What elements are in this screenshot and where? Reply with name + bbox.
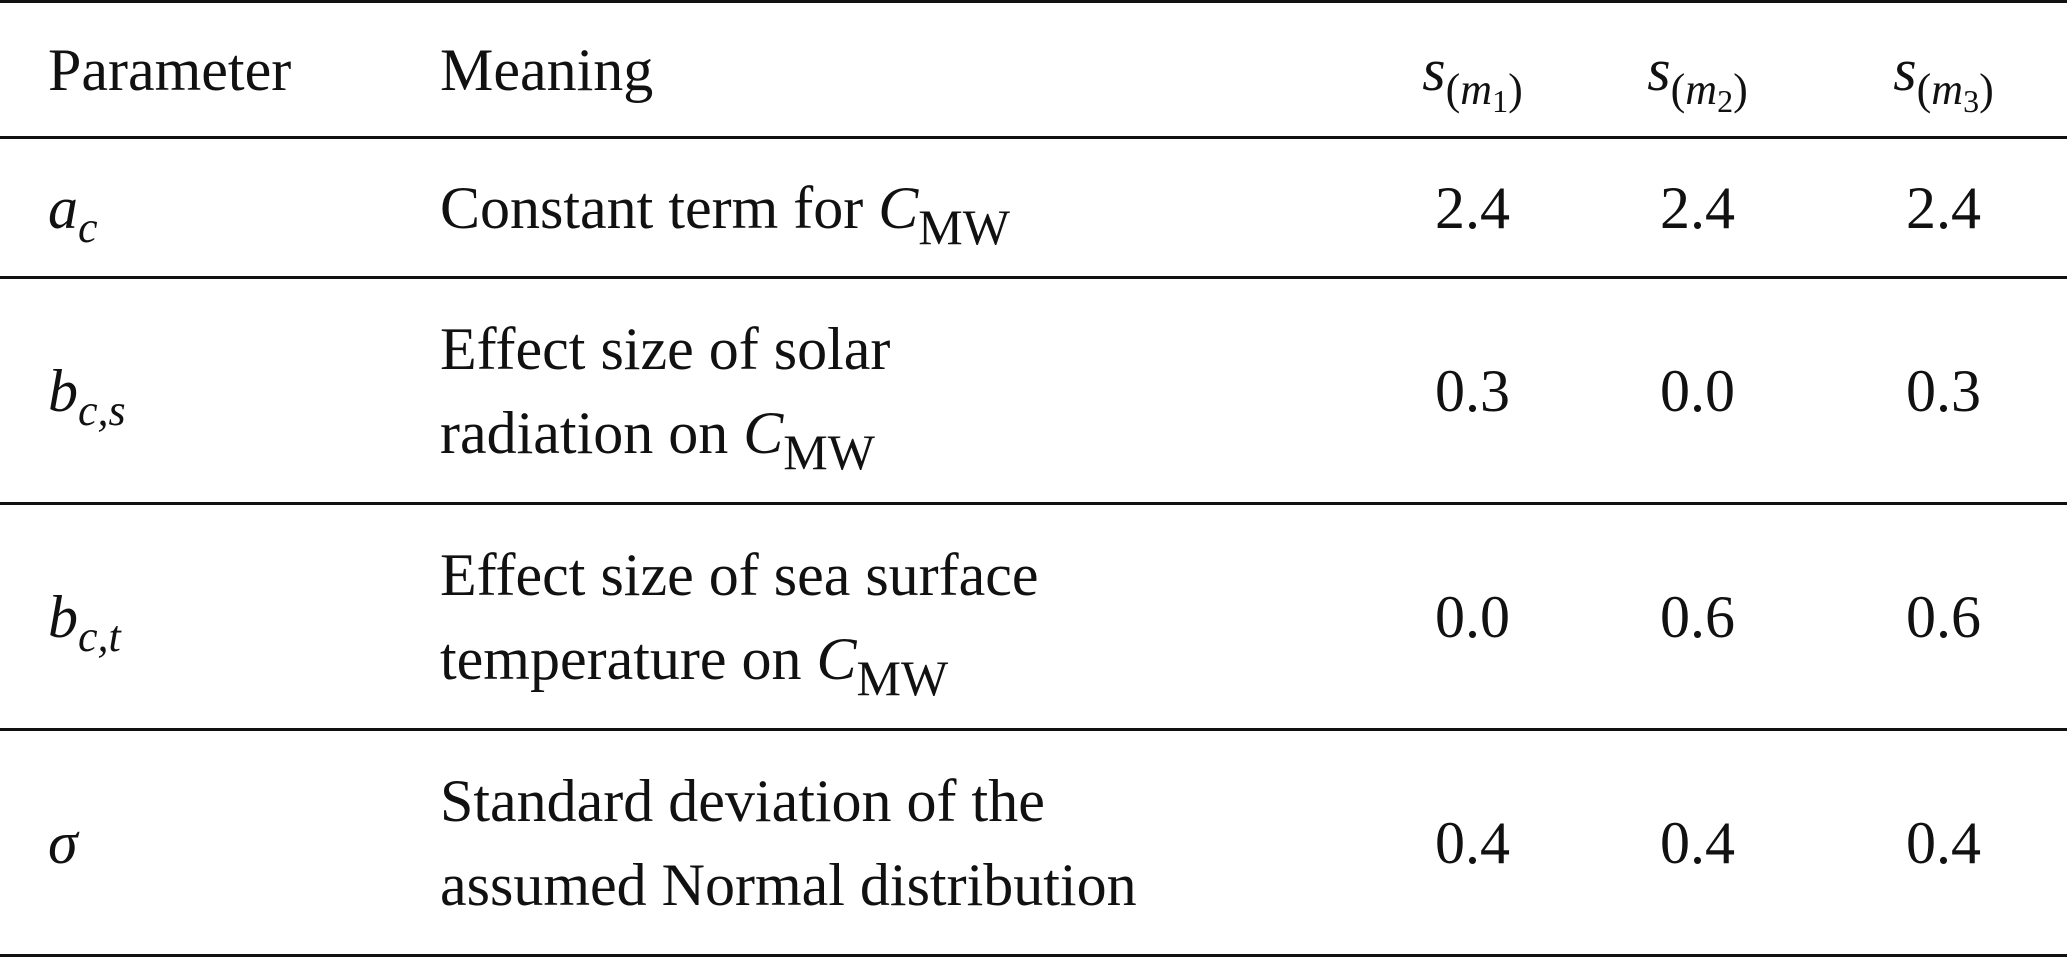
meaning-cell: Standard deviation of the assumed Normal… [390,729,1330,957]
param-cell: bc,t [0,503,390,731]
meaning-text: Constant term for [440,174,879,241]
meaning-line-2: temperature on [440,625,817,692]
value-cell-m3: 0.6 [1820,503,2067,731]
header-s-m3: s(m3) [1820,0,2067,139]
header-parameter: Parameter [0,0,390,139]
header-s-m1: s(m1) [1330,0,1575,139]
value-cell-m1: 0.0 [1330,503,1575,731]
param-subscript: c,t [78,611,121,661]
header-s-m2-base: s [1647,36,1671,103]
header-s-m3-base: s [1893,36,1917,103]
value-cell-m1: 0.3 [1330,277,1575,505]
header-meaning: Meaning [390,0,1330,139]
value-cell-m2: 0.6 [1575,503,1820,731]
meaning-line-1: Effect size of solar [440,315,891,382]
param-subscript: c [78,202,98,252]
header-s-m3-letter: m [1931,64,1964,114]
header-s-m2: s(m2) [1575,0,1820,139]
mw-subscript: MW [783,423,875,480]
header-row: Parameter Meaning s(m1) s(m2) s(m3) [0,0,2067,139]
header-s-m1-index: 1 [1492,82,1509,119]
param-symbol: b [48,583,78,650]
mw-subscript: MW [918,198,1010,255]
mw-subscript: MW [856,649,949,706]
value-cell-m3: 0.3 [1820,277,2067,505]
meaning-cell: Effect size of sea surface temperature o… [390,503,1330,731]
value-cell-m3: 0.4 [1820,729,2067,957]
value-cell-m2: 0.4 [1575,729,1820,957]
header-s-m3-index: 3 [1963,82,1980,119]
value-cell-m3: 2.4 [1820,137,2067,279]
table-row: ac Constant term for CMW 2.4 2.4 2.4 [0,137,2067,279]
param-symbol: b [48,357,78,424]
value-cell-m1: 2.4 [1330,137,1575,279]
c-symbol: C [878,174,919,241]
param-cell: σ [0,729,390,957]
meaning-line-1: Standard deviation of the [440,767,1045,834]
table-row: σ Standard deviation of the assumed Norm… [0,729,2067,957]
meaning-cell: Constant term for CMW [390,137,1330,279]
c-symbol: C [743,399,784,466]
value-cell-m1: 0.4 [1330,729,1575,957]
header-s-m1-base: s [1422,36,1446,103]
meaning-line-2: radiation on [440,399,744,466]
header-s-m2-index: 2 [1717,82,1734,119]
value-cell-m2: 2.4 [1575,137,1820,279]
table-row: bc,s Effect size of solar radiation on C… [0,277,2067,505]
param-cell: ac [0,137,390,279]
param-cell: bc,s [0,277,390,505]
param-symbol: σ [48,809,78,876]
param-subscript: c,s [78,385,126,435]
meaning-cell: Effect size of solar radiation on CMW [390,277,1330,505]
value-cell-m2: 0.0 [1575,277,1820,505]
meaning-line-2: assumed Normal distribution [440,851,1137,918]
c-symbol: C [816,625,857,692]
meaning-line-1: Effect size of sea surface [440,541,1039,608]
header-s-m1-letter: m [1460,64,1493,114]
header-s-m2-letter: m [1685,64,1718,114]
param-symbol: a [48,174,78,241]
table-row: bc,t Effect size of sea surface temperat… [0,503,2067,731]
